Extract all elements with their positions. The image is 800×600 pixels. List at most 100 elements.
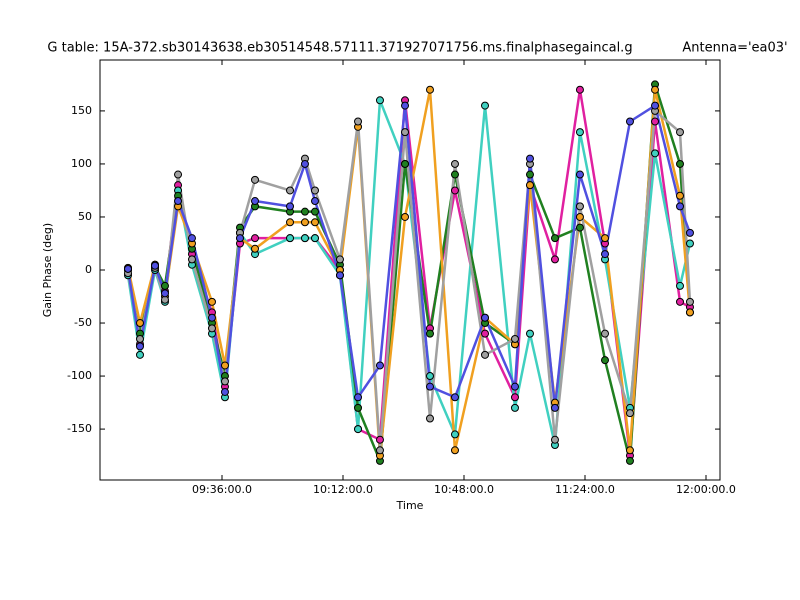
data-point	[286, 234, 295, 243]
data-point	[676, 159, 685, 168]
data-point	[425, 85, 434, 94]
data-point	[354, 117, 363, 126]
data-point	[251, 197, 259, 206]
data-point	[375, 361, 384, 370]
data-point	[310, 197, 319, 206]
data-point	[525, 181, 534, 190]
data-point	[550, 403, 559, 412]
chart-title: G table: 15A-372.sb30143638.eb30514548.5…	[47, 41, 632, 56]
data-point	[286, 218, 295, 227]
x-axis-label: Time	[396, 499, 424, 512]
data-point	[251, 234, 259, 243]
data-point	[525, 329, 534, 338]
data-point	[600, 250, 609, 259]
data-point	[335, 255, 344, 264]
data-point	[401, 159, 410, 168]
data-point	[310, 234, 319, 243]
data-point	[310, 186, 319, 195]
data-point	[160, 281, 169, 290]
data-point	[286, 186, 295, 195]
data-point	[375, 446, 384, 455]
data-point	[450, 170, 459, 179]
data-point	[425, 329, 434, 338]
data-point	[651, 85, 660, 94]
data-point	[625, 409, 634, 418]
data-point	[481, 350, 490, 359]
x-tick-label: 10:12:00.0	[313, 483, 373, 496]
data-point	[575, 85, 584, 94]
data-point	[651, 117, 660, 126]
data-point	[450, 430, 459, 439]
data-point	[600, 356, 609, 365]
data-point	[300, 234, 309, 243]
y-tick-label: -50	[74, 316, 92, 329]
data-point	[685, 239, 694, 248]
y-tick-label: 150	[71, 104, 92, 117]
data-point	[676, 128, 685, 137]
plot-area	[124, 80, 694, 465]
data-point	[135, 319, 144, 328]
data-point	[187, 255, 196, 264]
data-point	[575, 128, 584, 137]
data-point	[135, 334, 144, 343]
data-point	[160, 289, 169, 298]
data-point	[220, 387, 229, 396]
data-point	[676, 297, 685, 306]
data-point	[685, 308, 694, 317]
data-point	[676, 281, 685, 290]
data-point	[235, 234, 244, 243]
data-point	[174, 197, 183, 206]
y-tick-label: 50	[78, 210, 92, 223]
data-point	[135, 342, 144, 351]
data-point	[207, 297, 216, 306]
data-point	[401, 128, 410, 137]
data-point	[425, 382, 434, 391]
data-point	[676, 202, 685, 211]
data-point	[481, 313, 490, 322]
data-point	[575, 212, 584, 221]
data-point	[550, 435, 559, 444]
data-point	[375, 435, 384, 444]
data-point	[354, 403, 363, 412]
data-point	[575, 223, 584, 232]
data-point	[401, 212, 410, 221]
data-point	[300, 218, 309, 227]
data-point	[300, 159, 309, 168]
data-point	[525, 154, 534, 163]
data-point	[251, 244, 259, 253]
data-point	[335, 271, 344, 280]
data-point	[450, 159, 459, 168]
data-point	[450, 393, 459, 402]
data-point	[575, 170, 584, 179]
data-point	[676, 191, 685, 200]
data-point	[600, 234, 609, 243]
data-point	[550, 234, 559, 243]
data-point	[251, 175, 259, 184]
data-point	[310, 218, 319, 227]
data-point	[151, 261, 160, 270]
data-point	[375, 96, 384, 105]
data-point	[625, 446, 634, 455]
data-point	[425, 414, 434, 423]
data-point	[286, 202, 295, 211]
data-point	[550, 255, 559, 264]
data-point	[187, 234, 196, 243]
data-point	[425, 372, 434, 381]
data-point	[450, 446, 459, 455]
y-axis-label: Gain Phase (deg)	[41, 223, 54, 317]
data-point	[300, 207, 309, 216]
data-point	[207, 324, 216, 333]
data-point	[124, 264, 133, 273]
data-point	[207, 313, 216, 322]
data-point	[481, 329, 490, 338]
x-tick-label: 09:36:00.0	[192, 483, 252, 496]
data-point	[685, 228, 694, 237]
x-tick-label: 11:24:00.0	[555, 483, 615, 496]
data-point	[510, 403, 519, 412]
y-tick-label: -150	[67, 422, 92, 435]
data-point	[220, 361, 229, 370]
data-point	[481, 101, 490, 110]
x-tick-label: 10:48:00.0	[434, 483, 494, 496]
data-point	[310, 207, 319, 216]
